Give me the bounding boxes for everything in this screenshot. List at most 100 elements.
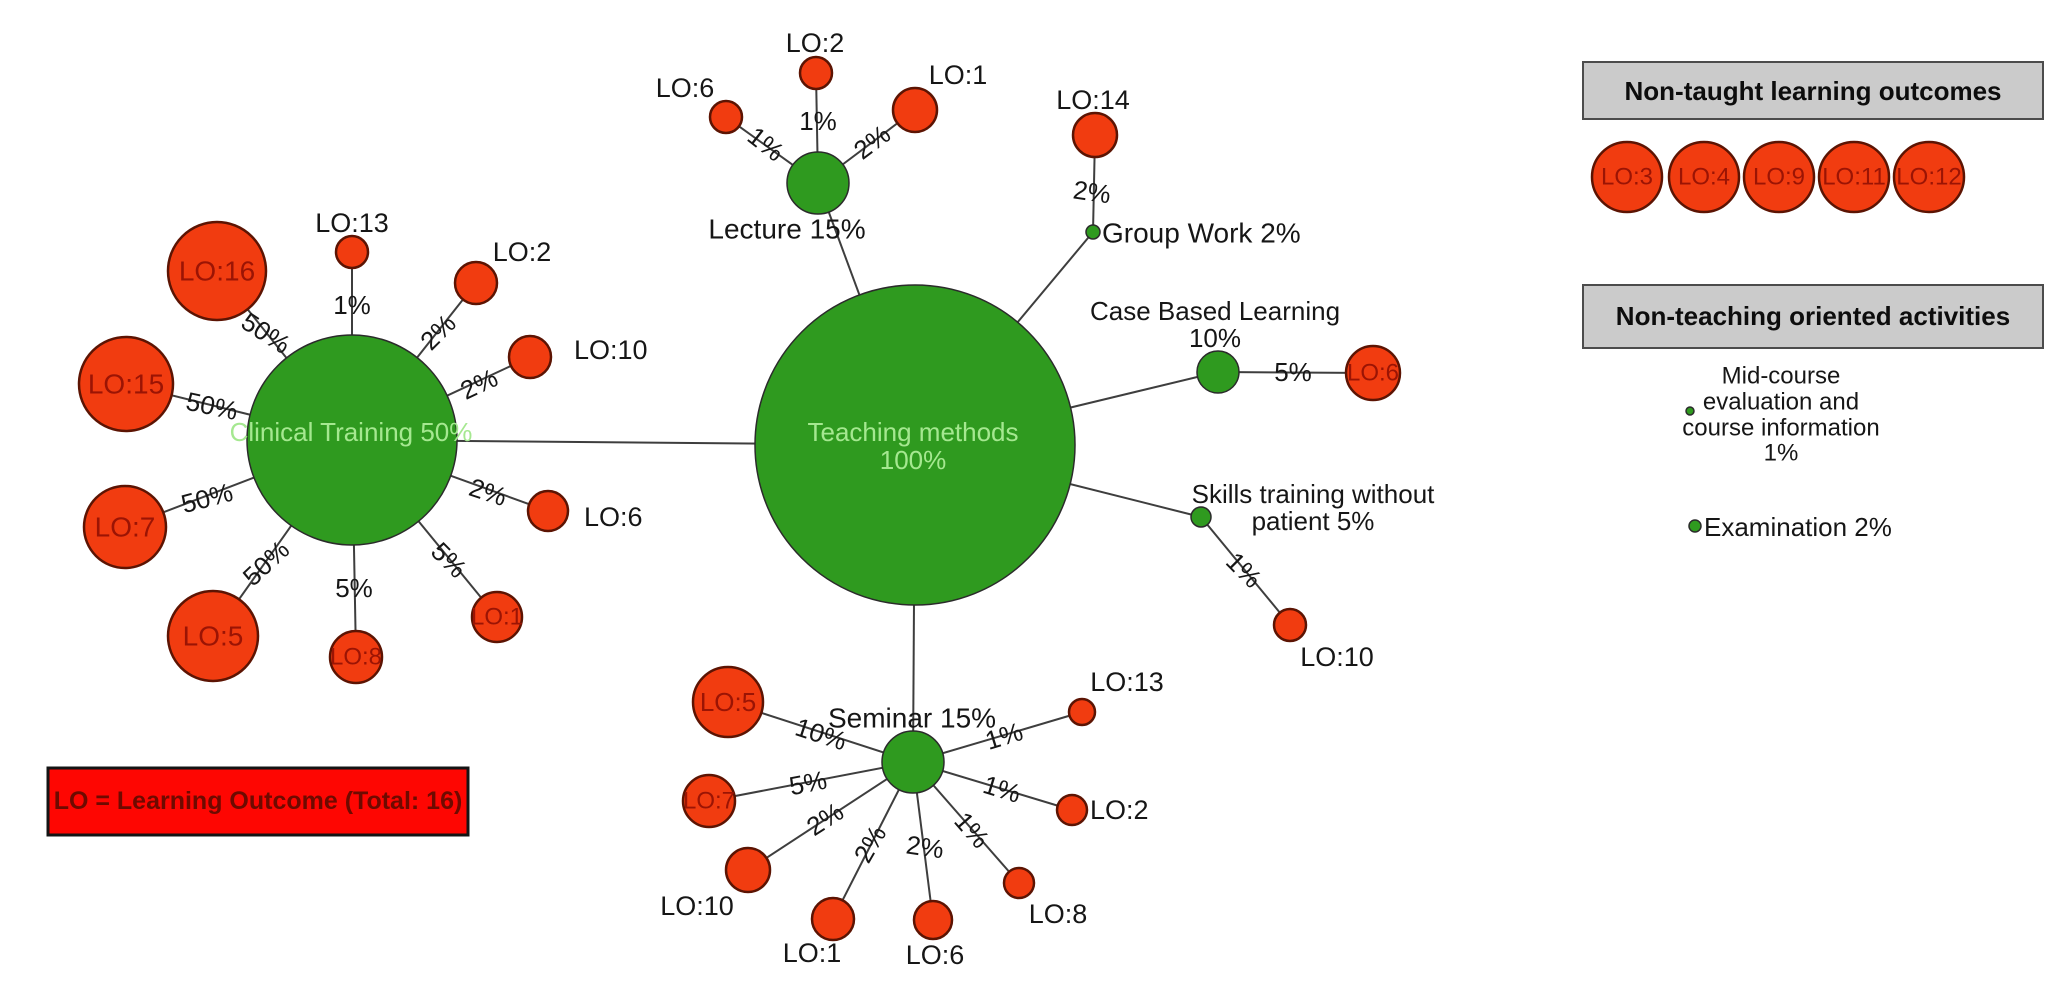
clinical-lo6-node (526, 489, 570, 533)
seminar-lo2-node (1055, 793, 1089, 827)
clinical-lo7-label: LO:7 (95, 512, 156, 543)
midcourse-label-line4: 1% (1764, 440, 1799, 467)
clinical-lo6-label: LO:6 (584, 502, 643, 532)
legend-non-teaching: Non-teaching oriented activities Mid-cou… (1582, 284, 2044, 542)
skills-lo10-node (1272, 607, 1308, 643)
clinical-lo8-pct: 5% (335, 573, 373, 603)
clinical-training-node (246, 334, 458, 546)
clinical-lo7-node (82, 484, 168, 570)
legend-lo9-node (1742, 140, 1816, 214)
examination-label: Examination 2% (1704, 512, 1892, 542)
clinical-lo13-pct: 1% (333, 290, 371, 320)
non-taught-title-box (1582, 61, 2044, 120)
clinical-lo15-pct: 50% (183, 386, 240, 426)
groupwork-lo14-node (1071, 111, 1119, 159)
clinical-lo15-node (77, 335, 175, 433)
edge-seminar-lo10 (747, 761, 914, 871)
legend-lo11-node (1817, 140, 1891, 214)
skills-training-node (1190, 506, 1212, 528)
group-work-label: Group Work 2% (1102, 218, 1301, 249)
clinical-lo15-label: LO:15 (88, 369, 164, 400)
note: LO = Learning Outcome (Total: 16) (46, 766, 470, 837)
skills-lo10-pct: 1% (1220, 546, 1268, 594)
clinical-lo16-node (166, 220, 268, 322)
seminar-lo6-label: LO:6 (906, 940, 965, 970)
lecture-lo2-node (798, 55, 834, 91)
midcourse-label-line2: evaluation and (1703, 389, 1859, 416)
seminar-lo8-label: LO:8 (1029, 899, 1088, 929)
clinical-lo5-label: LO:5 (183, 621, 244, 652)
seminar-lo8-node (1002, 866, 1036, 900)
legend-lo12-label: LO:12 (1896, 164, 1961, 191)
examination-dot (1688, 519, 1702, 533)
seminar-lo7-node (681, 773, 737, 829)
clinical-lo1-node (470, 590, 524, 644)
outcome-labels-inside: LO:16 LO:15 LO:7 LO:5 LO:8 LO:1 LO:6 LO:… (88, 256, 1399, 815)
seminar-lo13-label: LO:13 (1090, 667, 1164, 697)
legend-non-taught: Non-taught learning outcomes LO:3 LO:4 L… (1582, 61, 2044, 214)
group-work-node (1085, 224, 1101, 240)
lecture-lo1-node (891, 86, 939, 134)
legend-lo4-node (1667, 140, 1741, 214)
midcourse-label-line1: Mid-course (1722, 363, 1841, 390)
lecture-lo6-node (708, 99, 744, 135)
edge-seminar-lo7 (708, 761, 914, 802)
seminar-lo10-label: LO:10 (660, 891, 734, 921)
clinical-lo2-label: LO:2 (493, 237, 552, 267)
casebased-lo6-node (1344, 344, 1402, 402)
node-labels: Teaching methods 100% Clinical Training … (230, 214, 1436, 734)
seminar-lo2-pct: 1% (980, 769, 1025, 809)
legend-lo3-node (1590, 140, 1664, 214)
legend-lo11-label: LO:11 (1822, 164, 1886, 191)
lecture-lo2-pct: 1% (799, 106, 837, 136)
note-label: LO = Learning Outcome (Total: 16) (54, 787, 463, 815)
seminar-lo5-label: LO:5 (700, 687, 756, 717)
clinical-lo16-pct: 50% (236, 306, 296, 360)
seminar-node (881, 730, 945, 794)
clinical-lo6-pct: 2% (465, 472, 510, 512)
edge-skills-lo10 (1200, 516, 1291, 626)
seminar-lo2-label: LO:2 (1090, 795, 1149, 825)
groupwork-lo14-label: LO:14 (1056, 85, 1130, 115)
teaching-methods-label-line1: Teaching methods (807, 417, 1018, 447)
teaching-methods-label-line2: 100% (880, 445, 947, 475)
clinical-lo5-pct: 50% (237, 534, 296, 591)
clinical-lo1-pct: 5% (425, 536, 473, 584)
seminar-lo10-pct: 2% (801, 796, 849, 842)
legend-lo4-label: LO:4 (1678, 164, 1730, 191)
clinical-lo10-label: LO:10 (574, 335, 648, 365)
seminar-lo1-label: LO:1 (783, 938, 842, 968)
outcome-labels-outside: LO:13 LO:2 LO:10 LO:6 LO:6 LO:2 LO:1 LO:… (315, 28, 1374, 970)
clinical-lo2-node (453, 260, 499, 306)
seminar-lo6-pct: 2% (904, 830, 945, 865)
clinical-lo7-pct: 50% (178, 477, 236, 519)
clinical-lo16-label: LO:16 (179, 256, 255, 287)
clinical-lo13-node (334, 234, 370, 270)
lecture-node (786, 151, 850, 215)
outcome-nodes (77, 55, 1402, 942)
clinical-lo13-label: LO:13 (315, 208, 389, 238)
clinical-lo10-pct: 2% (456, 362, 503, 405)
teaching-methods-node (754, 284, 1076, 606)
non-teaching-title: Non-teaching oriented activities (1616, 301, 2010, 331)
midcourse-dot (1685, 406, 1695, 416)
skills-lo10-label: LO:10 (1300, 642, 1374, 672)
seminar-lo1-node (810, 896, 856, 942)
legend-lo3-label: LO:3 (1601, 164, 1653, 191)
lecture-lo6-label: LO:6 (656, 73, 715, 103)
legend-lo12-node (1892, 140, 1966, 214)
seminar-lo10-node (724, 846, 772, 894)
lecture-lo2-label: LO:2 (786, 28, 845, 58)
seminar-lo1-pct: 2% (848, 820, 893, 868)
seminar-label: Seminar 15% (828, 703, 996, 734)
groupwork-lo14-pct: 2% (1071, 175, 1112, 210)
casebased-lo6-pct: 5% (1274, 357, 1312, 387)
seminar-lo6-node (912, 899, 954, 941)
casebased-lo6-label: LO:6 (1347, 360, 1399, 387)
method-nodes (246, 151, 1240, 794)
lecture-lo6-pct: 1% (742, 121, 790, 168)
seminar-lo5-node (691, 665, 765, 739)
non-taught-title: Non-taught learning outcomes (1625, 76, 2002, 106)
